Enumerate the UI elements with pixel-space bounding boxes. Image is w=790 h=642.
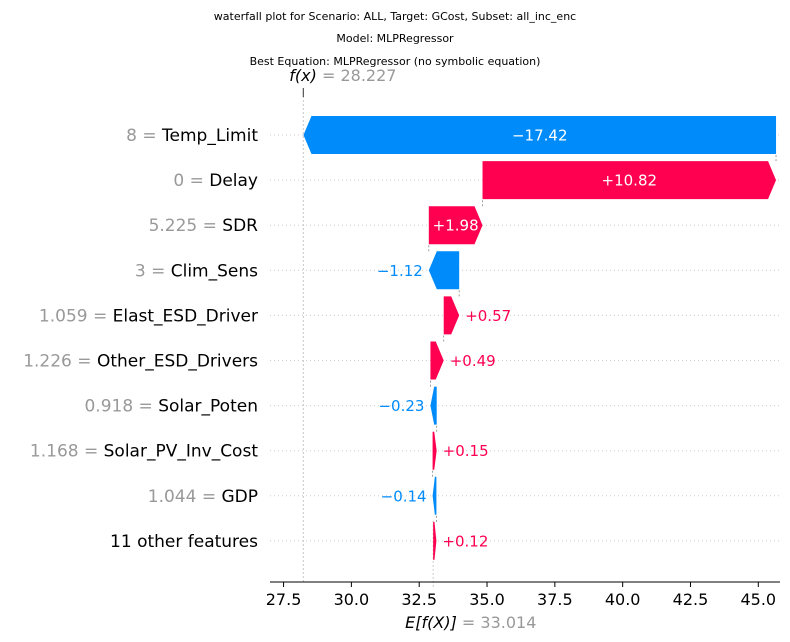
waterfall-bar-6: [430, 342, 443, 380]
feature-name: SDR: [222, 216, 258, 236]
feature-name: Solar_Poten: [158, 397, 258, 417]
x-tick-label: 37.5: [537, 590, 573, 609]
ex-label-name: E[f(X)]: [405, 613, 457, 632]
bar-value-label: +0.57: [465, 307, 511, 325]
waterfall-bar-7: [430, 387, 436, 425]
feature-label: 1.044 = GDP: [148, 487, 258, 507]
feature-name: Elast_ESD_Driver: [113, 306, 258, 326]
feature-name: Solar_PV_Inv_Cost: [104, 442, 259, 462]
feature-name: Temp_Limit: [161, 126, 258, 146]
feature-name: Other_ESD_Drivers: [97, 352, 258, 372]
ex-label: E[f(X)] = 33.014: [405, 613, 536, 632]
x-tick-label: 35.0: [469, 590, 505, 609]
feature-value: 8 =: [126, 126, 162, 146]
fx-label: f(x) = 28.227: [289, 66, 396, 85]
bar-value-label: +0.15: [443, 442, 489, 460]
bar-value-label: −0.14: [381, 487, 427, 505]
waterfall-bar-9: [433, 477, 437, 515]
bar-value-label: −17.42: [512, 127, 568, 145]
bar-value-label: +10.82: [602, 172, 658, 190]
feature-value: 0 =: [173, 171, 209, 191]
feature-label: 1.226 = Other_ESD_Drivers: [23, 352, 258, 372]
feature-label: 11 other features: [110, 532, 258, 552]
feature-value: 5.225 =: [149, 216, 223, 236]
bar-value-label: +0.49: [450, 352, 496, 370]
bar-value-label: −1.12: [377, 262, 423, 280]
bar-value-label: +1.98: [433, 217, 479, 235]
x-tick-label: 40.0: [605, 590, 641, 609]
fx-label-value: = 28.227: [317, 66, 397, 85]
feature-label: 0 = Delay: [173, 171, 258, 191]
x-tick-label: 27.5: [266, 590, 302, 609]
x-tick-label: 42.5: [673, 590, 709, 609]
feature-value: 1.226 =: [23, 352, 97, 372]
waterfall-bar-5: [444, 296, 459, 334]
feature-label: 1.168 = Solar_PV_Inv_Cost: [30, 442, 258, 462]
feature-label: 5.225 = SDR: [149, 216, 259, 236]
x-tick-label: 45.0: [740, 590, 776, 609]
feature-name: Clim_Sens: [171, 261, 258, 281]
feature-name: Delay: [209, 171, 258, 191]
feature-label: 8 = Temp_Limit: [126, 126, 258, 146]
bar-value-label: +0.12: [442, 532, 488, 550]
waterfall-bar-10: [433, 522, 436, 560]
feature-name: 11 other features: [110, 532, 258, 552]
feature-label: 0.918 = Solar_Poten: [84, 397, 258, 417]
ex-label-value: = 33.014: [457, 613, 537, 632]
feature-label: 1.059 = Elast_ESD_Driver: [39, 306, 258, 326]
x-tick-label: 32.5: [401, 590, 437, 609]
feature-value: 1.059 =: [39, 306, 113, 326]
feature-label: 3 = Clim_Sens: [135, 261, 258, 281]
feature-name: GDP: [221, 487, 258, 507]
feature-value: 1.044 =: [148, 487, 222, 507]
x-tick-label: 30.0: [334, 590, 370, 609]
bar-value-label: −0.23: [378, 397, 424, 415]
waterfall-bar-4: [429, 251, 459, 289]
feature-value: 1.168 =: [30, 442, 104, 462]
fx-label-name: f(x): [289, 66, 317, 85]
waterfall-bar-8: [433, 432, 437, 470]
feature-value: 0.918 =: [84, 397, 158, 417]
feature-value: 3 =: [135, 261, 171, 281]
